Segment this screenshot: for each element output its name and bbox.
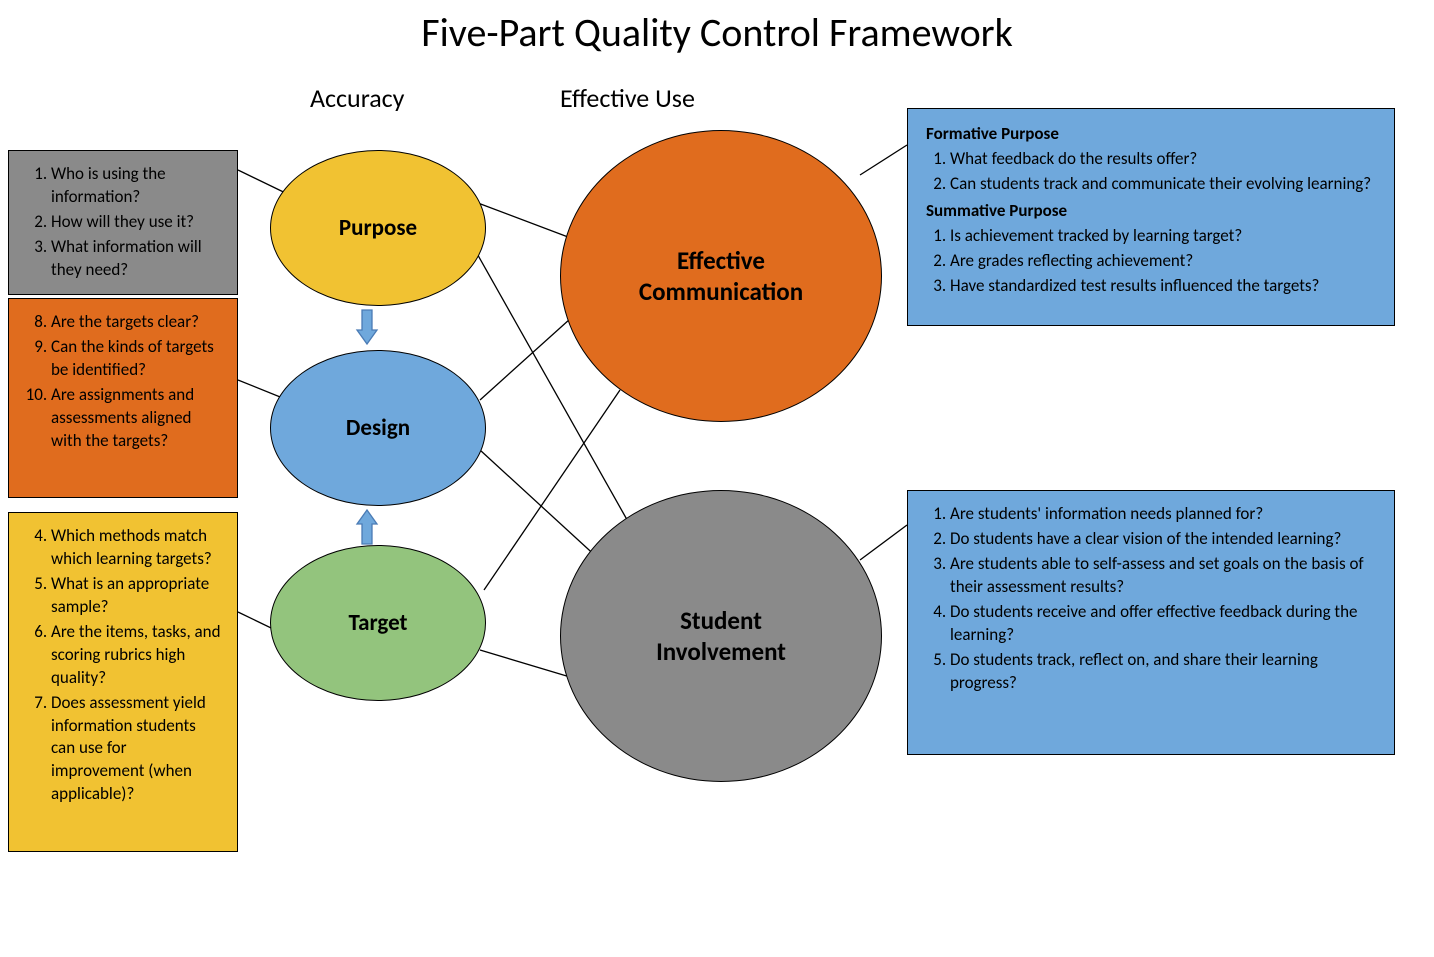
connector-line [480, 450, 600, 560]
design-ellipse: Design [270, 350, 486, 506]
question-item: How will they use it? [51, 211, 223, 234]
connector-line [470, 200, 576, 240]
question-item: Are the items, tasks, and scoring rubric… [51, 621, 223, 690]
student-involvement-questions-box: Are students' information needs planned … [907, 490, 1395, 755]
box-group-header: Formative Purpose [926, 123, 1380, 146]
effective-communication-ellipse: EffectiveCommunication [560, 130, 882, 422]
connector-line [860, 145, 907, 175]
design-questions-box: Are the targets clear?Can the kinds of t… [8, 298, 238, 498]
question-item: Who is using the information? [51, 163, 223, 209]
student-involvement-ellipse: StudentInvolvement [560, 490, 882, 782]
target-label: Target [349, 609, 408, 637]
connector-line [480, 310, 580, 400]
student-involvement-label: StudentInvolvement [656, 605, 786, 667]
question-item: What is an appropriate sample? [51, 573, 223, 619]
effective-communication-questions-box: Formative PurposeWhat feedback do the re… [907, 108, 1395, 326]
purpose-ellipse: Purpose [270, 150, 486, 306]
question-item: What information will they need? [51, 236, 223, 282]
purpose-label: Purpose [339, 214, 417, 242]
diagram-title: Five-Part Quality Control Framework [0, 8, 1434, 57]
question-item: Do students receive and offer effective … [950, 601, 1380, 647]
question-item: Does assessment yield information studen… [51, 692, 223, 807]
block-arrow-icon [357, 310, 377, 344]
question-item: Have standardized test results influence… [950, 275, 1380, 298]
question-item: Do students have a clear vision of the i… [950, 528, 1380, 551]
target-questions-box: Which methods match which learning targe… [8, 512, 238, 852]
design-label: Design [346, 414, 410, 442]
block-arrow-icon [357, 510, 377, 544]
target-ellipse: Target [270, 545, 486, 701]
question-item: Can students track and communicate their… [950, 173, 1380, 196]
question-item: Are the targets clear? [51, 311, 223, 334]
question-item: Are students' information needs planned … [950, 503, 1380, 526]
question-item: Can the kinds of targets be identified? [51, 336, 223, 382]
question-item: What feedback do the results offer? [950, 148, 1380, 171]
connector-line [860, 525, 907, 560]
question-item: Which methods match which learning targe… [51, 525, 223, 571]
purpose-questions-box: Who is using the information?How will th… [8, 150, 238, 295]
effective-communication-label: EffectiveCommunication [639, 245, 803, 307]
box-group-header: Summative Purpose [926, 200, 1380, 223]
subhead-accuracy: Accuracy [310, 82, 404, 114]
question-item: Are assignments and assessments aligned … [51, 384, 223, 453]
question-item: Are students able to self-assess and set… [950, 553, 1380, 599]
question-item: Do students track, reflect on, and share… [950, 649, 1380, 695]
question-item: Are grades reflecting achievement? [950, 250, 1380, 273]
subhead-effective-use: Effective Use [560, 82, 695, 114]
question-item: Is achievement tracked by learning targe… [950, 225, 1380, 248]
